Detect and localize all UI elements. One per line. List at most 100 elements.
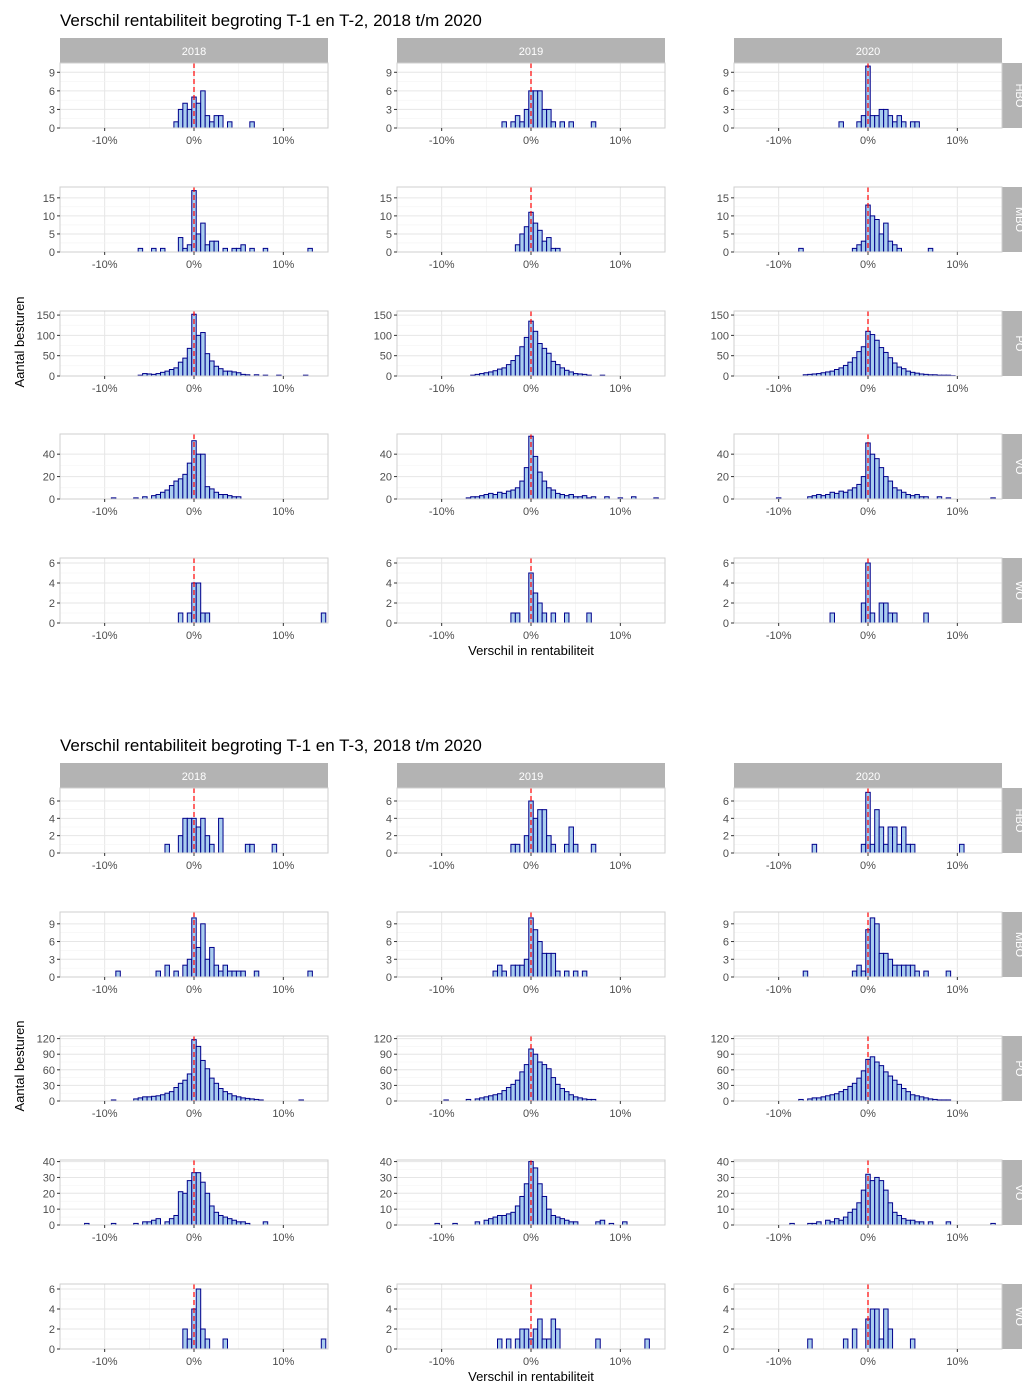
y-tick-label: 0 (386, 123, 392, 135)
histogram-bar (572, 1096, 579, 1102)
histogram-bar (860, 843, 867, 854)
y-tick-label: 90 (380, 1049, 392, 1061)
histogram-bar (869, 215, 876, 253)
histogram-bar (222, 1338, 229, 1350)
x-tick-label: -10% (429, 135, 455, 147)
histogram-bar (869, 115, 876, 129)
histogram-bar (834, 1218, 840, 1226)
histogram-bar (164, 489, 170, 500)
x-tick-label: 0% (186, 1356, 202, 1368)
histogram-bar (510, 612, 516, 624)
x-tick-label: 0% (523, 383, 539, 395)
histogram-bar (550, 1318, 557, 1350)
x-tick-label: -10% (92, 383, 118, 395)
histogram-bar (186, 244, 193, 253)
x-tick-label: 10% (272, 1108, 294, 1120)
y-tick-label: 60 (43, 1065, 55, 1077)
panel-hbo-2020: 0 2 4 6 -10% 0% 10% (723, 787, 1003, 872)
histogram-bar (887, 240, 894, 253)
histogram-bar (896, 1214, 902, 1226)
histogram-bar (532, 330, 539, 377)
histogram-bar (537, 343, 543, 377)
histogram-bar (874, 1061, 880, 1102)
histogram-bar (892, 964, 898, 978)
histogram-bar (568, 1094, 574, 1102)
histogram-bar (519, 1328, 525, 1350)
row-strip (1002, 1036, 1022, 1101)
histogram-bar (892, 487, 898, 500)
histogram-bar (896, 964, 902, 978)
histogram-bar (851, 487, 858, 500)
histogram-bar (209, 1205, 215, 1226)
x-tick-label: -10% (766, 135, 792, 147)
y-tick-label: 6 (723, 937, 729, 949)
column-strip (60, 763, 328, 788)
histogram-bar (860, 970, 867, 978)
histogram-bar (568, 371, 574, 377)
x-tick-label: 0% (523, 135, 539, 147)
y-tick-label: 15 (43, 193, 55, 205)
histogram-bar (195, 1288, 202, 1350)
y-tick-label: 100 (711, 330, 729, 342)
histogram-bar (834, 369, 840, 377)
histogram-bar (851, 357, 858, 377)
histogram-bar (523, 336, 530, 377)
histogram-bar (878, 1338, 885, 1350)
x-tick-label: -10% (429, 506, 455, 518)
y-tick-label: 40 (717, 449, 729, 461)
y-tick-label: 20 (380, 472, 392, 484)
y-tick-label: 3 (723, 954, 729, 966)
histogram-bar (235, 970, 242, 978)
histogram-bar (595, 1338, 601, 1350)
histogram-bar (541, 347, 548, 377)
histogram-bar (532, 929, 539, 978)
histogram-bar (523, 1064, 530, 1102)
histogram-bar (204, 115, 211, 129)
histogram-bar (523, 958, 530, 978)
histogram-bar (186, 108, 193, 129)
histogram-bar (218, 494, 224, 500)
histogram-bar (959, 843, 965, 854)
histogram-bar (160, 371, 166, 377)
histogram-bar (838, 1091, 844, 1102)
histogram-bar (213, 1211, 220, 1226)
histogram-bar (811, 843, 818, 854)
histogram-bar (182, 247, 188, 253)
y-tick-label: 10 (717, 211, 729, 223)
y-tick-label: 0 (386, 247, 392, 259)
histogram-bar (200, 1181, 206, 1226)
panel-po-2019: 0 50 100 150 -10% 0% 10% (374, 310, 666, 395)
y-tick-label: 50 (43, 351, 55, 363)
y-tick-label: 2 (386, 831, 392, 843)
y-tick-label: 15 (717, 193, 729, 205)
y-tick-label: 6 (49, 1284, 55, 1296)
x-tick-label: 0% (523, 1356, 539, 1368)
histogram-bar (227, 970, 233, 978)
y-tick-label: 150 (711, 310, 729, 322)
histogram-bar (802, 970, 809, 978)
histogram-bar (901, 964, 907, 978)
x-tick-label: 10% (946, 630, 968, 642)
y-tick-label: 40 (380, 449, 392, 461)
y-tick-label: 6 (386, 558, 392, 570)
histogram-bar (151, 495, 157, 500)
y-tick-label: 2 (723, 598, 729, 610)
histogram-bar (901, 121, 907, 129)
x-tick-label: -10% (766, 506, 792, 518)
histogram-bar (510, 121, 516, 129)
histogram-bar (923, 970, 929, 978)
x-tick-label: 0% (860, 860, 876, 872)
histogram-bar (235, 247, 242, 253)
histogram-bar (829, 612, 835, 624)
histogram-bar (905, 494, 911, 500)
y-tick-label: 0 (49, 371, 55, 383)
histogram-bar (856, 1202, 862, 1226)
x-tick-label: 0% (186, 1232, 202, 1244)
y-tick-label: 4 (723, 578, 729, 590)
y-tick-label: 6 (386, 796, 392, 808)
y-tick-label: 0 (49, 1220, 55, 1232)
y-tick-label: 0 (386, 1096, 392, 1108)
histogram-bar (550, 1214, 557, 1226)
histogram-bar (537, 471, 543, 500)
histogram-bar (564, 970, 570, 978)
